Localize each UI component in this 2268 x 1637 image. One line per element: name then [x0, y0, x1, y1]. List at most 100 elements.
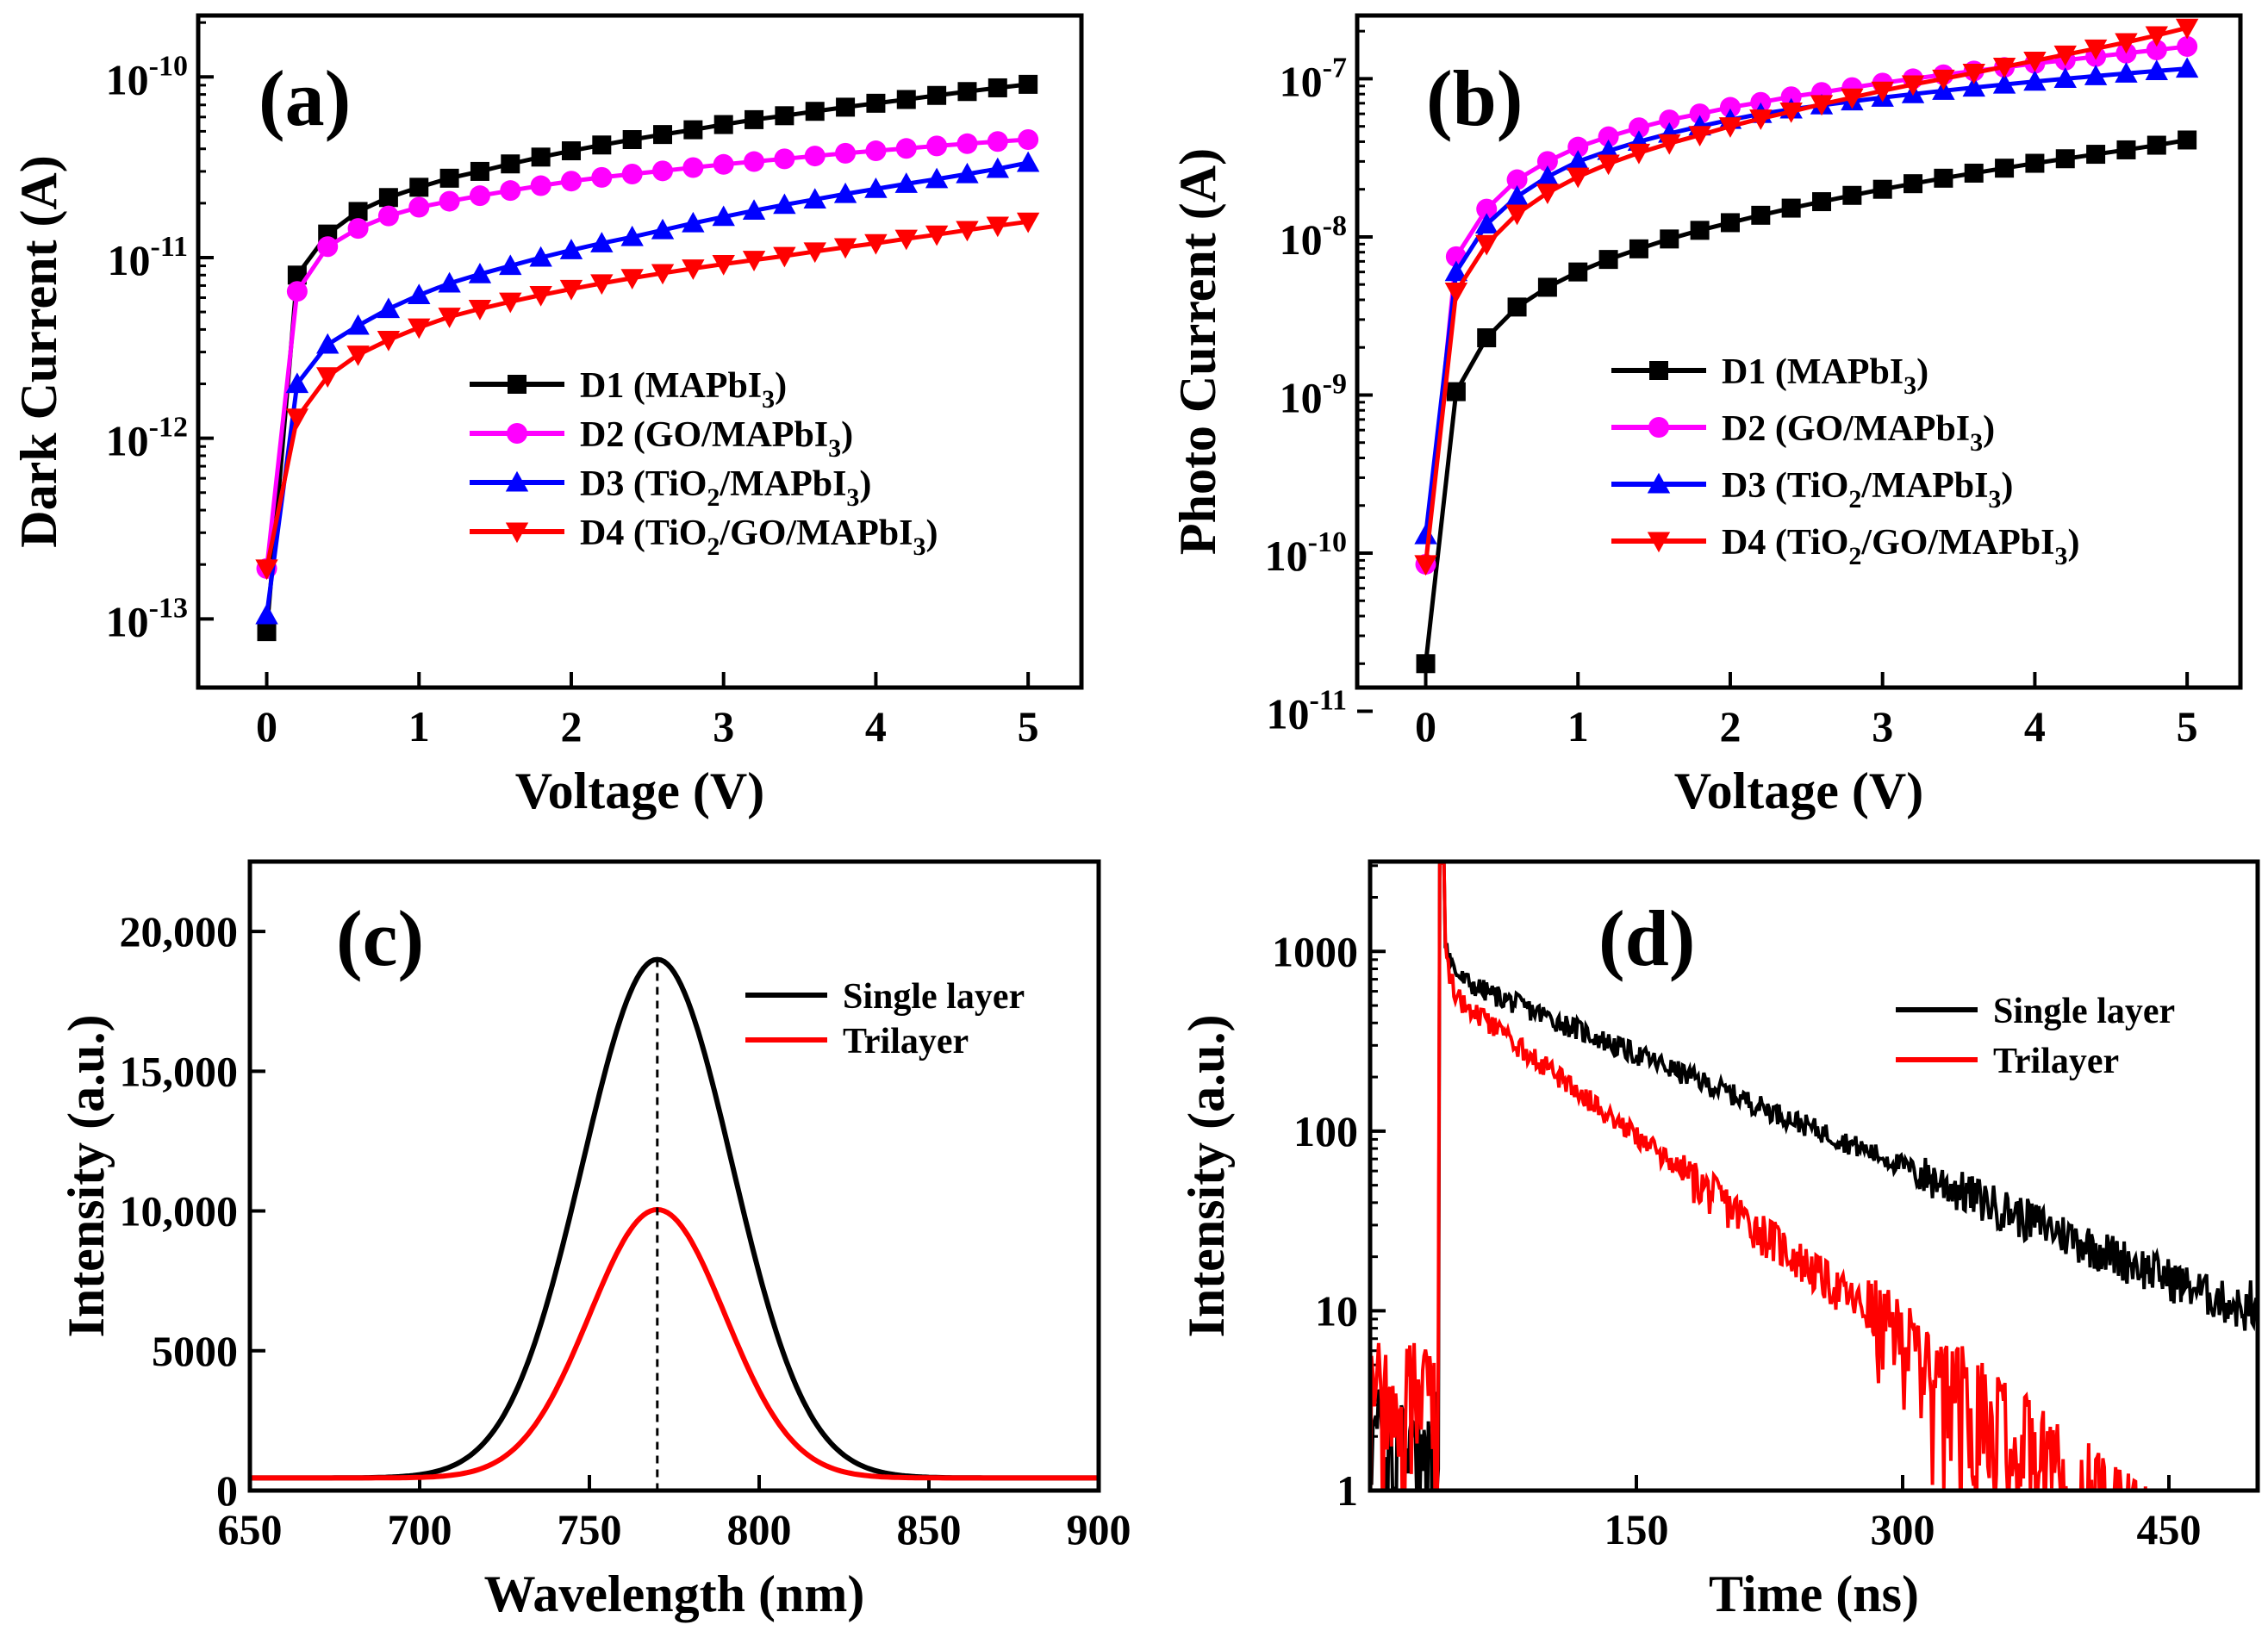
series-line-Single layer: [1370, 862, 2258, 1491]
y-tick-exponent: -11: [1310, 685, 1347, 717]
data-point: [409, 177, 429, 197]
x-tick-label: 300: [1871, 1505, 1935, 1553]
data-point: [2175, 18, 2199, 40]
data-point: [1567, 136, 1589, 158]
plot-area: [255, 74, 1040, 642]
series-D3: [255, 151, 1040, 625]
data-point: [1597, 154, 1620, 176]
legend-label-D2: D2 (GO/MAPbI3): [1722, 409, 1995, 457]
data-point: [2115, 62, 2138, 83]
y-tick-label: 10-12: [106, 412, 188, 465]
data-point: [287, 265, 307, 285]
legend-subscript: 3: [1904, 371, 1916, 400]
panel-label: (c): [336, 894, 424, 982]
series-line-Trilayer: [250, 1206, 1099, 1481]
data-point: [1688, 126, 1711, 147]
data-point: [2146, 135, 2166, 155]
data-point: [988, 78, 1007, 97]
data-point: [1781, 198, 1801, 218]
legend-text: ): [2067, 523, 2079, 563]
legend-subscript: 3: [913, 532, 925, 561]
series-D2: [256, 129, 1039, 579]
legend-label-D3: D3 (TiO2/MAPbI3): [580, 464, 871, 512]
y-tick-label: 20,000: [120, 907, 239, 955]
data-point: [1810, 95, 1834, 116]
data-point: [866, 93, 886, 113]
data-point: [1505, 184, 1529, 206]
data-point: [1016, 151, 1040, 172]
data-point: [1476, 198, 1498, 220]
data-point: [1568, 262, 1588, 282]
data-point: [986, 157, 1010, 178]
legend-text: D3 (TiO: [580, 464, 707, 504]
data-point: [805, 102, 825, 121]
legend-text: /GO/MAPbI: [719, 514, 913, 553]
plot-frame: [196, 13, 1084, 690]
data-point: [1720, 213, 1740, 233]
data-point: [1659, 109, 1680, 131]
y-tick-base: 10: [1280, 57, 1323, 105]
data-point: [651, 218, 675, 240]
data-point: [590, 232, 614, 252]
data-point: [508, 375, 526, 394]
y-tick-exponent: -10: [1308, 526, 1347, 558]
data-point: [1567, 167, 1590, 189]
x-tick-label: 450: [2137, 1505, 2202, 1553]
data-point: [1505, 204, 1529, 226]
x-tick-label: 0: [1415, 702, 1436, 750]
data-point: [2023, 51, 2047, 72]
legend-subscript: 3: [2054, 542, 2067, 570]
data-point: [622, 130, 642, 150]
series-D1: [257, 74, 1038, 642]
x-tick-label: 650: [218, 1505, 283, 1553]
legend-subscript: 3: [1970, 428, 1983, 457]
series-D1: [1416, 130, 2197, 674]
legend-label-D4: D4 (TiO2/GO/MAPbI3): [580, 514, 938, 561]
legend-subscript: 3: [846, 483, 859, 512]
data-point: [468, 299, 492, 321]
data-point: [833, 238, 857, 259]
x-axis-label: Voltage (V): [515, 762, 764, 819]
data-point: [1718, 117, 1742, 138]
data-point: [1536, 184, 1560, 204]
data-point: [377, 331, 401, 352]
data-point: [529, 285, 552, 307]
y-tick-exponent: -13: [149, 592, 188, 624]
legend-subscript: 2: [707, 483, 720, 512]
plot-frame: [247, 859, 1101, 1493]
data-point: [1414, 555, 1437, 576]
data-point: [2177, 35, 2198, 57]
x-tick-label: 800: [727, 1505, 792, 1553]
data-point: [347, 218, 369, 240]
data-point: [1507, 297, 1527, 317]
data-point: [1506, 169, 1528, 190]
data-point: [865, 140, 887, 162]
chart-panel-d: 150 300 450 1 10 100 1000 Time (ns) Intensity (a…: [1178, 859, 2260, 1622]
x-tick-label: 2: [560, 702, 582, 750]
data-point: [803, 188, 826, 209]
data-point: [531, 147, 551, 167]
data-point: [836, 97, 856, 117]
data-point: [773, 246, 796, 268]
data-point: [1660, 229, 1679, 249]
data-point: [1749, 109, 1773, 130]
data-point: [1475, 234, 1498, 256]
legend-text: ): [859, 464, 871, 504]
data-point: [499, 254, 522, 276]
legend-text: ): [1916, 352, 1928, 392]
data-point: [864, 177, 888, 198]
data-point: [1690, 221, 1710, 240]
data-point: [682, 259, 705, 280]
data-point: [377, 205, 399, 227]
data-point: [530, 175, 551, 196]
data-point: [833, 182, 857, 203]
data-point: [1475, 213, 1498, 233]
data-point: [712, 255, 735, 276]
x-tick-label: 2: [1719, 702, 1741, 750]
data-point: [1750, 91, 1772, 113]
data-point: [1649, 361, 1668, 380]
x-tick-label: 3: [713, 702, 734, 750]
y-tick-label: 10-11: [1267, 685, 1347, 738]
data-point: [1904, 174, 1923, 194]
data-point: [561, 141, 581, 161]
